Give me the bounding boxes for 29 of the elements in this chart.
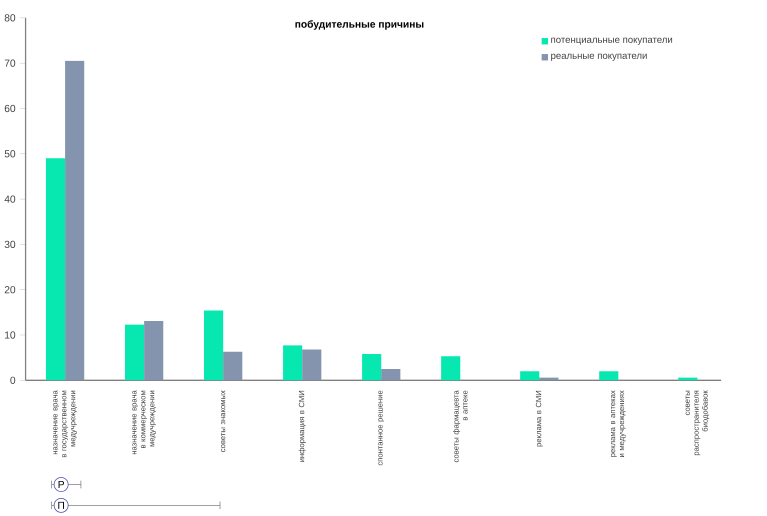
- y-tick-label: 10: [5, 332, 16, 339]
- y-tick-label: 70: [4, 60, 16, 67]
- y-tick-label: 30: [4, 240, 16, 248]
- legend-label: реальные покупатели: [551, 54, 647, 62]
- bar: [46, 158, 66, 381]
- bar: [539, 378, 558, 381]
- y-tick-label: 80: [4, 14, 16, 22]
- bar: [302, 350, 322, 381]
- bar: [204, 310, 224, 381]
- text: Р: [58, 481, 64, 488]
- y-tick-label: 50: [4, 150, 16, 158]
- bar: [520, 371, 540, 381]
- bar: [599, 371, 618, 381]
- y-tick-label: 20: [4, 286, 16, 294]
- bar: [124, 324, 144, 381]
- y-tick-label: 60: [4, 105, 16, 112]
- bar: [223, 352, 242, 381]
- bar: [144, 321, 164, 381]
- bar: [362, 354, 382, 381]
- bar: [678, 378, 698, 381]
- legend-label: потенциальные покупатели: [551, 38, 672, 46]
- bar: [283, 346, 302, 381]
- bar: [381, 369, 400, 381]
- y-tick-label: 40: [4, 196, 16, 203]
- bar: [65, 61, 84, 381]
- chart-title: побудительные причины: [295, 20, 424, 30]
- text: П: [58, 502, 64, 510]
- y-tick-label: 0: [10, 376, 16, 384]
- bar: [441, 356, 460, 381]
